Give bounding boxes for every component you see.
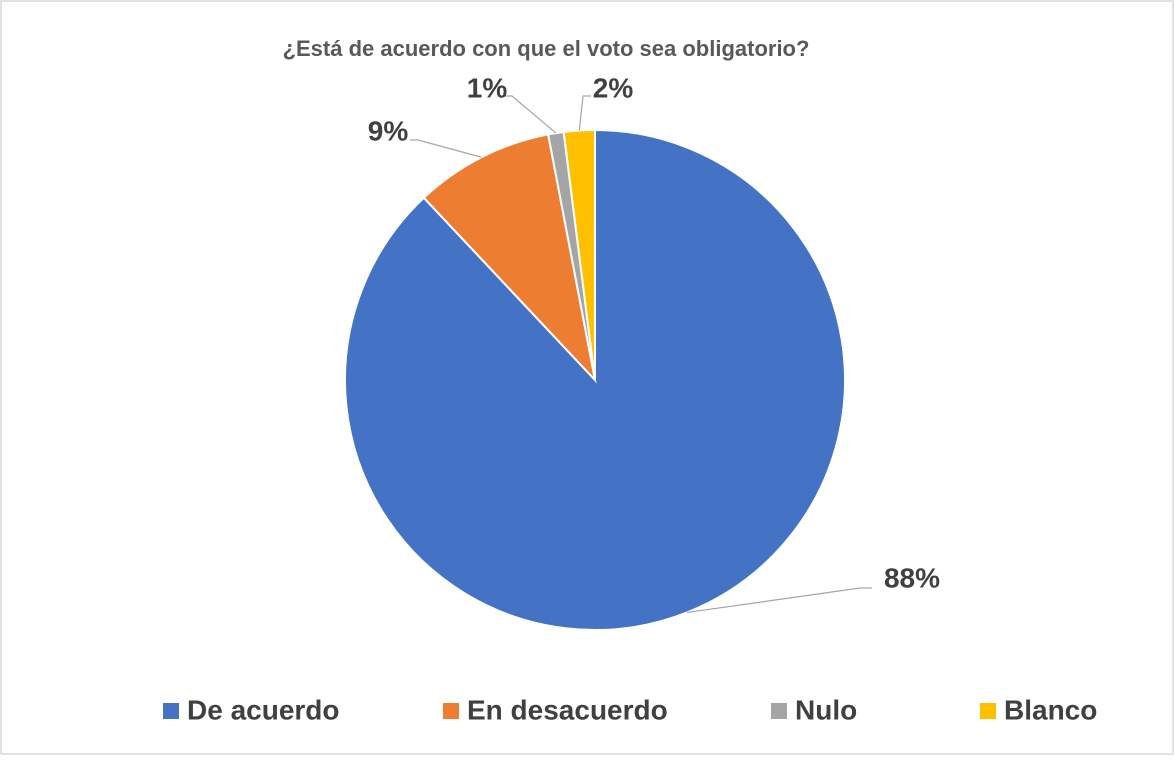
legend-swatch [771,703,787,719]
leader-line [578,95,591,131]
leader-line [686,587,872,614]
legend-swatch [163,703,179,719]
pie-slice [422,133,597,384]
legend-label: De acuerdo [187,694,340,725]
data-label: 2% [593,72,634,103]
legend-label: Blanco [1004,694,1097,725]
legend-swatch [443,703,459,719]
legend-label: Nulo [795,694,857,725]
data-label: 88% [884,562,940,593]
leader-line [410,139,482,158]
legend-label: En desacuerdo [467,694,668,725]
data-label: 1% [467,72,508,103]
chart-title: ¿Está de acuerdo con que el voto sea obl… [283,36,810,61]
data-label: 9% [368,115,409,146]
legend-swatch [980,703,996,719]
leader-line [504,95,557,134]
